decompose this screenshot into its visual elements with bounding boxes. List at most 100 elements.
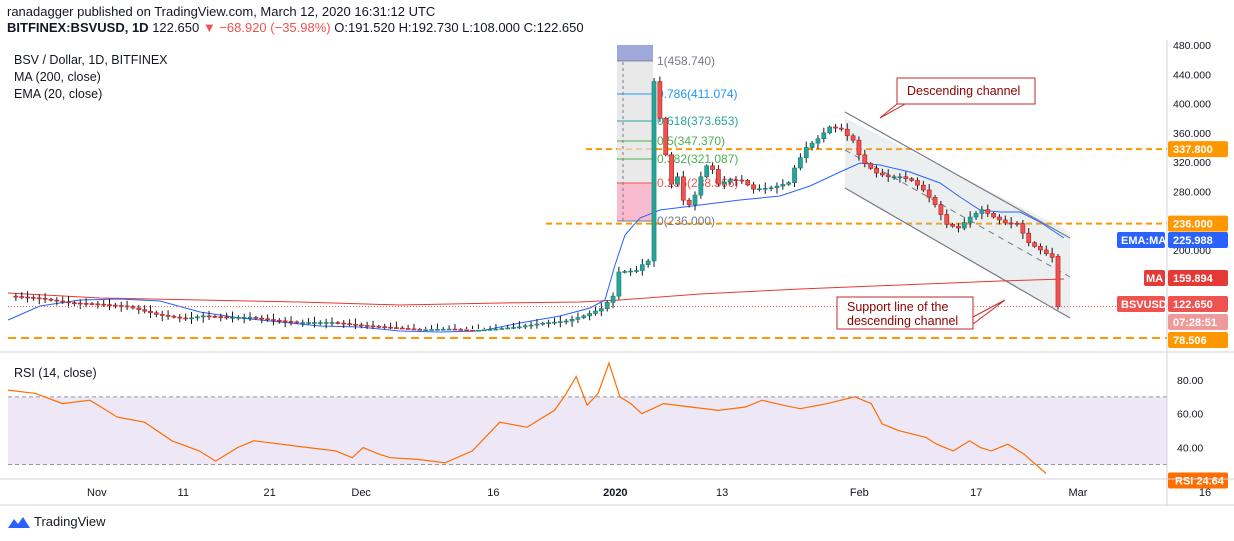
candle-body <box>856 139 862 156</box>
level-tag-78-bg <box>1168 332 1228 348</box>
candle-body <box>932 196 938 205</box>
candle-body <box>241 317 247 319</box>
candle-body <box>89 303 95 305</box>
candle-body <box>833 126 838 129</box>
candle-body <box>628 270 633 273</box>
candle-body <box>113 304 118 307</box>
candle-body <box>118 305 124 307</box>
candle-body <box>885 174 891 178</box>
legend-ma[interactable]: MA (200, close) <box>14 70 101 84</box>
candle-body <box>610 295 616 303</box>
candle-body <box>645 260 651 265</box>
candle-body <box>25 296 30 299</box>
price-change: ▼ −68.920 (−35.98%) <box>202 20 331 35</box>
candle-body <box>376 325 382 328</box>
candle-body <box>42 298 48 300</box>
time-tick-label: 13 <box>716 487 728 499</box>
ema-tag-label-bg <box>1117 232 1165 248</box>
time-tick-label: 21 <box>264 487 276 499</box>
ohlc-values: O:191.520 H:192.730 L:108.000 C:122.650 <box>334 20 584 35</box>
ma-value-tag: 159.894 <box>1173 273 1214 285</box>
candle-body <box>909 178 914 181</box>
candle-body <box>487 329 493 331</box>
annotation-support-text-1: Support line of the <box>847 300 949 314</box>
rsi-legend[interactable]: RSI (14, close) <box>14 366 97 380</box>
channel-lower-line <box>844 187 1071 319</box>
symbol-tag-label-bg <box>1117 296 1165 312</box>
candle-body <box>575 317 581 320</box>
candle-body <box>230 317 235 319</box>
candle-body <box>95 303 101 306</box>
rsi-tick-label: 40.00 <box>1177 443 1203 455</box>
candle-body <box>786 182 792 185</box>
candle-body <box>768 187 774 190</box>
fib-level-label: 1(458.740) <box>657 54 715 68</box>
candle-body <box>926 189 932 198</box>
candle-body <box>335 322 341 324</box>
candle-body <box>13 295 19 298</box>
candle-body <box>1055 255 1061 307</box>
ma-value-tag-bg <box>1168 270 1228 286</box>
candle-body <box>557 321 563 323</box>
last-price-tag-bg <box>1168 296 1228 312</box>
price-tick-label: 400.000 <box>1173 99 1211 111</box>
candle-body <box>364 325 370 327</box>
candle-body <box>165 315 171 317</box>
candle-body <box>593 310 598 314</box>
candle-body <box>411 328 417 331</box>
chart-legend: BSV / Dollar, 1D, BITFINEX MA (200, clos… <box>14 52 168 103</box>
candle-body <box>154 312 159 315</box>
candle-body <box>792 167 797 183</box>
legend-ema[interactable]: EMA (20, close) <box>14 87 103 101</box>
candle-body <box>481 329 487 332</box>
candle-body <box>317 322 323 324</box>
level-tag-236-bg <box>1168 215 1228 232</box>
candle-body <box>692 194 698 205</box>
level-tag-337-bg <box>1168 141 1228 158</box>
candle-body <box>265 318 270 321</box>
candle-body <box>394 327 399 329</box>
candle-body <box>903 176 909 179</box>
candle-body <box>757 188 762 191</box>
candle-body <box>540 322 546 325</box>
time-tick-label: Nov <box>87 487 107 499</box>
candle-body <box>107 304 112 306</box>
candle-body <box>224 316 229 319</box>
candle-body <box>83 302 89 305</box>
candle-body <box>440 328 446 331</box>
candle-body <box>798 157 803 169</box>
candle-body <box>639 264 645 271</box>
candle-body <box>259 317 265 320</box>
candle-body <box>874 168 879 174</box>
candle-body <box>276 319 282 322</box>
candle-body <box>920 184 926 191</box>
candle-body <box>745 180 751 186</box>
candle-body <box>148 310 153 314</box>
candle-body <box>967 216 973 223</box>
level-tag-337: 337.800 <box>1173 144 1213 156</box>
candle-body <box>716 169 721 185</box>
candle-body <box>622 271 628 273</box>
candle-body <box>985 209 991 214</box>
candle-body <box>698 176 704 196</box>
ema20-line <box>7 162 1065 333</box>
rsi-pane: RSI 24.64 <box>7 361 1228 489</box>
candle-body <box>563 320 569 323</box>
candle-body <box>522 325 528 328</box>
last-price-tag: 122.650 <box>1173 299 1213 311</box>
candle-body <box>1026 232 1032 243</box>
candle-body <box>587 313 592 317</box>
tradingview-footer[interactable]: TradingView <box>8 514 106 529</box>
countdown-tag-bg <box>1168 314 1228 330</box>
candle-body <box>686 199 692 205</box>
candle-body <box>803 147 809 159</box>
candle-body <box>159 314 165 316</box>
candle-body <box>77 302 83 305</box>
legend-title[interactable]: BSV / Dollar, 1D, BITFINEX <box>14 53 168 67</box>
candle-body <box>1038 246 1043 251</box>
candle-body <box>136 307 142 310</box>
annotation-box-support <box>836 296 1006 330</box>
candle-body <box>288 321 294 323</box>
time-tick-label: Feb <box>850 487 869 499</box>
